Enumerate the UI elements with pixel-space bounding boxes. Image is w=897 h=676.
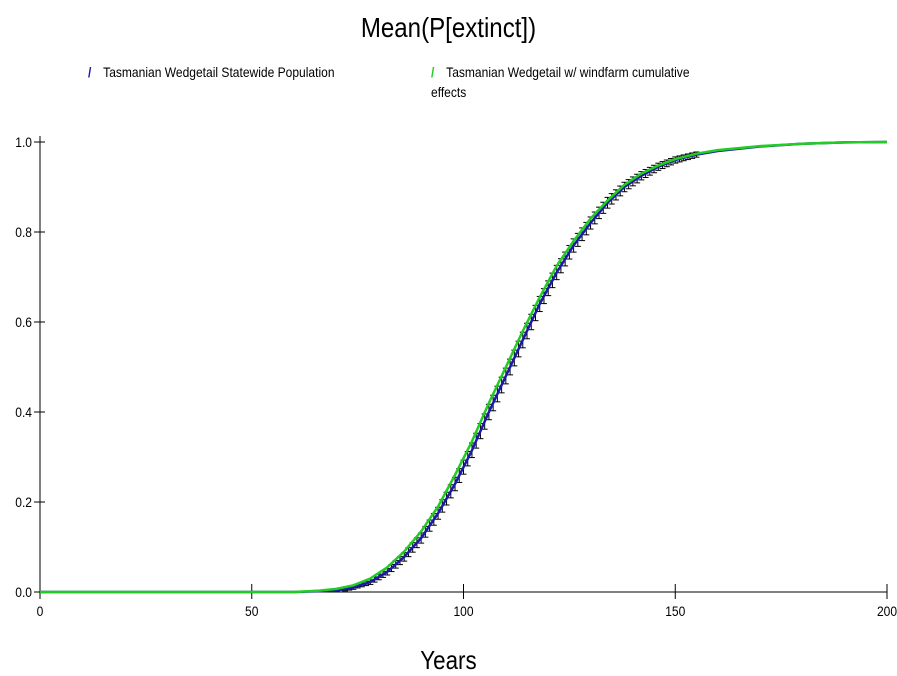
- legend-item-statewide: / Tasmanian Wedgetail Statewide Populati…: [88, 62, 335, 82]
- y-tick-label: 0.8: [15, 224, 32, 240]
- y-tick-label: 0.6: [15, 314, 32, 330]
- legend-swatch-statewide: /: [88, 64, 92, 80]
- axes: 0.0 0.2 0.4 0.6 0.8 1.0 0 50 100 150 200: [15, 134, 897, 619]
- legend-item-windfarm: / Tasmanian Wedgetail w/ windfarm cumula…: [431, 62, 715, 102]
- x-tick-label: 150: [665, 603, 685, 619]
- y-tick-label: 0.2: [15, 494, 32, 510]
- y-tick-label: 0.4: [15, 404, 32, 420]
- y-tick-label: 0.0: [15, 584, 32, 600]
- x-tick-label: 0: [37, 603, 44, 619]
- legend-swatch-windfarm: /: [431, 64, 435, 80]
- x-tick-label: 100: [453, 603, 473, 619]
- y-tick-label: 1.0: [15, 134, 32, 150]
- error-bars: [341, 151, 700, 592]
- series-line-2: [40, 140, 888, 594]
- x-tick-label: 200: [877, 603, 897, 619]
- series-lines: [40, 140, 888, 594]
- series-line-1: [40, 140, 888, 594]
- legend-label-windfarm: Tasmanian Wedgetail w/ windfarm cumulati…: [431, 64, 690, 100]
- legend-label-statewide: Tasmanian Wedgetail Statewide Population: [103, 64, 335, 80]
- chart-title: Mean(P[extinct]): [360, 12, 537, 43]
- x-tick-label: 50: [245, 603, 258, 619]
- x-axis-label: Years: [420, 645, 477, 675]
